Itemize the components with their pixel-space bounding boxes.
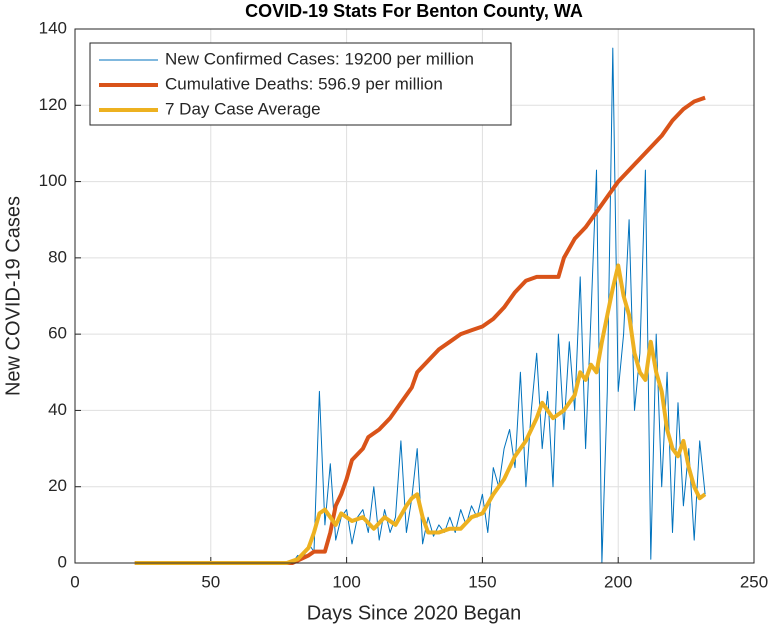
x-tick-label: 200 xyxy=(604,572,632,591)
chart-title: COVID-19 Stats For Benton County, WA xyxy=(245,1,583,21)
x-tick-label: 250 xyxy=(740,572,768,591)
legend-box xyxy=(89,42,512,126)
series-line xyxy=(134,263,707,565)
plot-frame xyxy=(74,28,755,564)
y-tick-label: 100 xyxy=(39,171,67,190)
series-line xyxy=(134,95,706,565)
x-tick-label: 0 xyxy=(70,572,79,591)
legend-label: 7 Day Case Average xyxy=(165,99,321,118)
y-axis-label: New COVID-19 Cases xyxy=(2,196,24,396)
y-tick-label: 140 xyxy=(39,18,67,37)
y-tick-label: 80 xyxy=(48,247,67,266)
x-tick-label: 50 xyxy=(201,572,220,591)
legend-label: Cumulative Deaths: 596.9 per million xyxy=(165,74,443,93)
y-tick-label: 60 xyxy=(48,324,67,343)
y-tick-label: 120 xyxy=(39,95,67,114)
x-tick-label: 100 xyxy=(332,572,360,591)
y-tick-label: 20 xyxy=(48,476,67,495)
series-line xyxy=(134,47,706,564)
x-axis-label: Days Since 2020 Began xyxy=(307,602,522,624)
x-tick-label: 150 xyxy=(468,572,496,591)
legend-label: New Confirmed Cases: 19200 per million xyxy=(165,49,474,68)
y-tick-label: 0 xyxy=(58,552,67,571)
y-tick-label: 40 xyxy=(48,400,67,419)
